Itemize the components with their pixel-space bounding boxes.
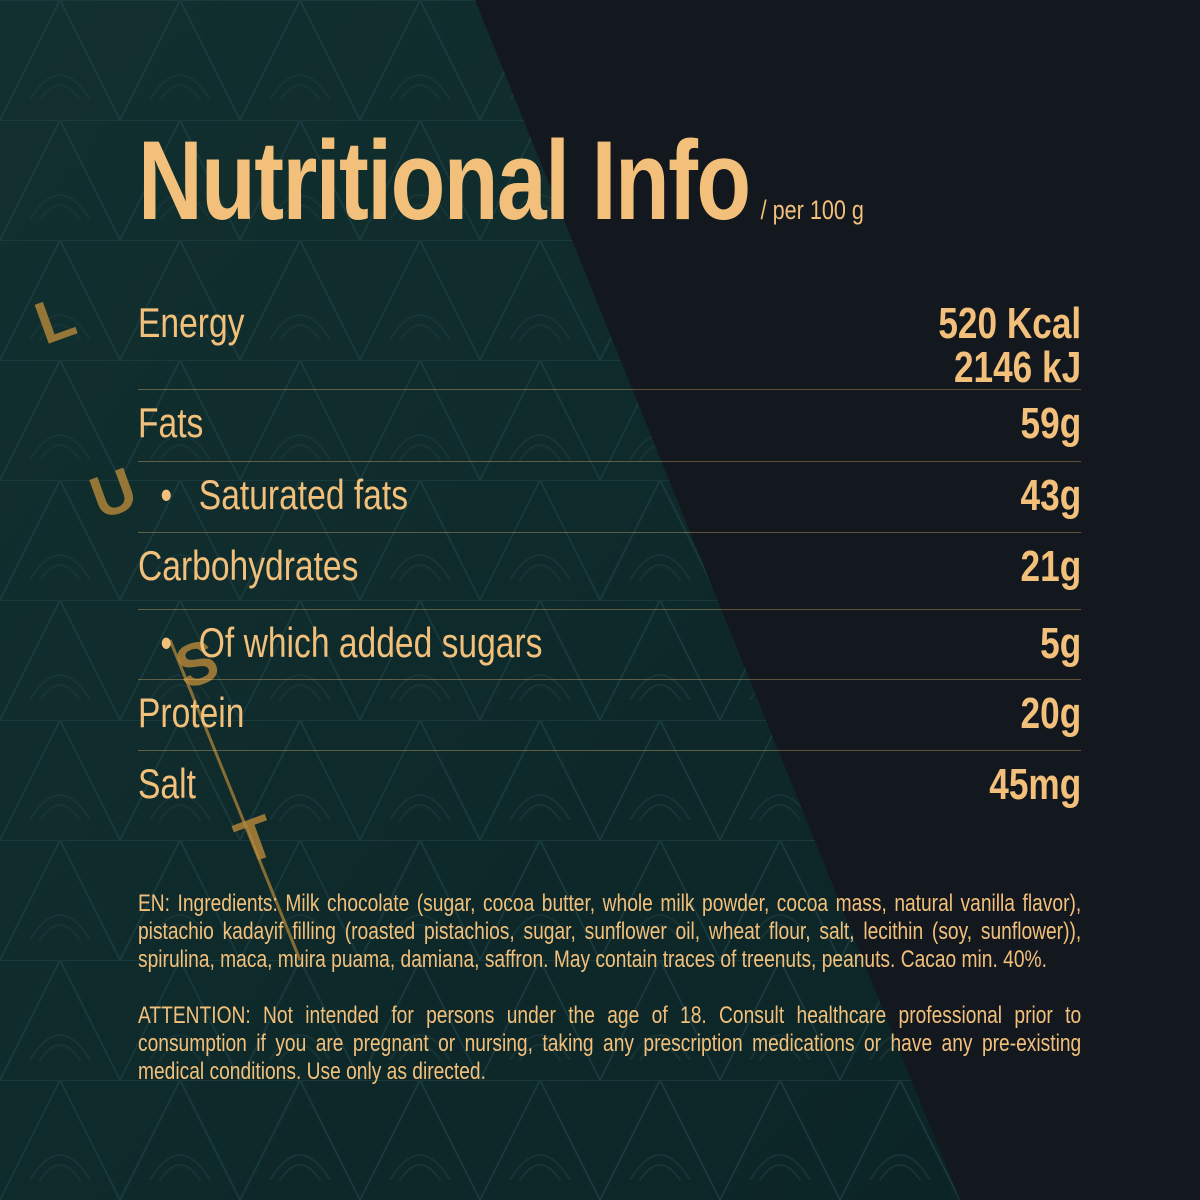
nutrition-row-added-sugars: • Of which added sugars 5g [138,610,1082,680]
nutrient-label: • Of which added sugars [160,619,543,666]
nutrient-value: 59g [1020,399,1082,448]
nutrition-table: Energy 520 Kcal 2146 kJ Fats 59g • Saturat… [138,290,1082,822]
nutrition-row-fats: Fats 59g [138,390,1082,462]
nutrient-value: 45mg [989,760,1082,809]
attention-text: ATTENTION: Not intended for persons unde… [138,1002,1082,1085]
nutrient-label: Fats [138,399,204,446]
nutrient-value: 520 Kcal 2146 kJ [938,299,1082,392]
ingredients-section: EN: Ingredients: Milk chocolate (sugar, … [138,890,1081,1114]
nutrient-value: 43g [1020,471,1082,520]
nutrient-value: 20g [1020,689,1082,738]
nutrient-label: Carbohydrates [138,542,359,589]
nutrient-label: Energy [138,299,245,346]
nutrition-row-protein: Protein 20g [138,680,1082,751]
nutrient-label: • Saturated fats [160,471,408,518]
nutrition-row-energy: Energy 520 Kcal 2146 kJ [138,290,1082,392]
ingredients-text: EN: Ingredients: Milk chocolate (sugar, … [138,890,1082,973]
nutrition-row-salt: Salt 45mg [138,751,1081,822]
nutrient-value: 21g [1020,542,1082,591]
nutrition-row-carbohydrates: Carbohydrates 21g [138,533,1082,610]
nutrient-value: 5g [1040,619,1082,668]
bullet-icon: • [160,619,173,666]
nutrient-label: Protein [138,689,245,736]
bullet-icon: • [160,471,173,518]
nutrition-row-saturated-fats: • Saturated fats 43g [138,462,1082,533]
page-title: Nutritional Info [138,118,751,243]
nutrient-label: Salt [138,760,196,807]
header: Nutritional Info / per 100 g [138,125,864,237]
per-unit-label: / per 100 g [760,195,864,225]
